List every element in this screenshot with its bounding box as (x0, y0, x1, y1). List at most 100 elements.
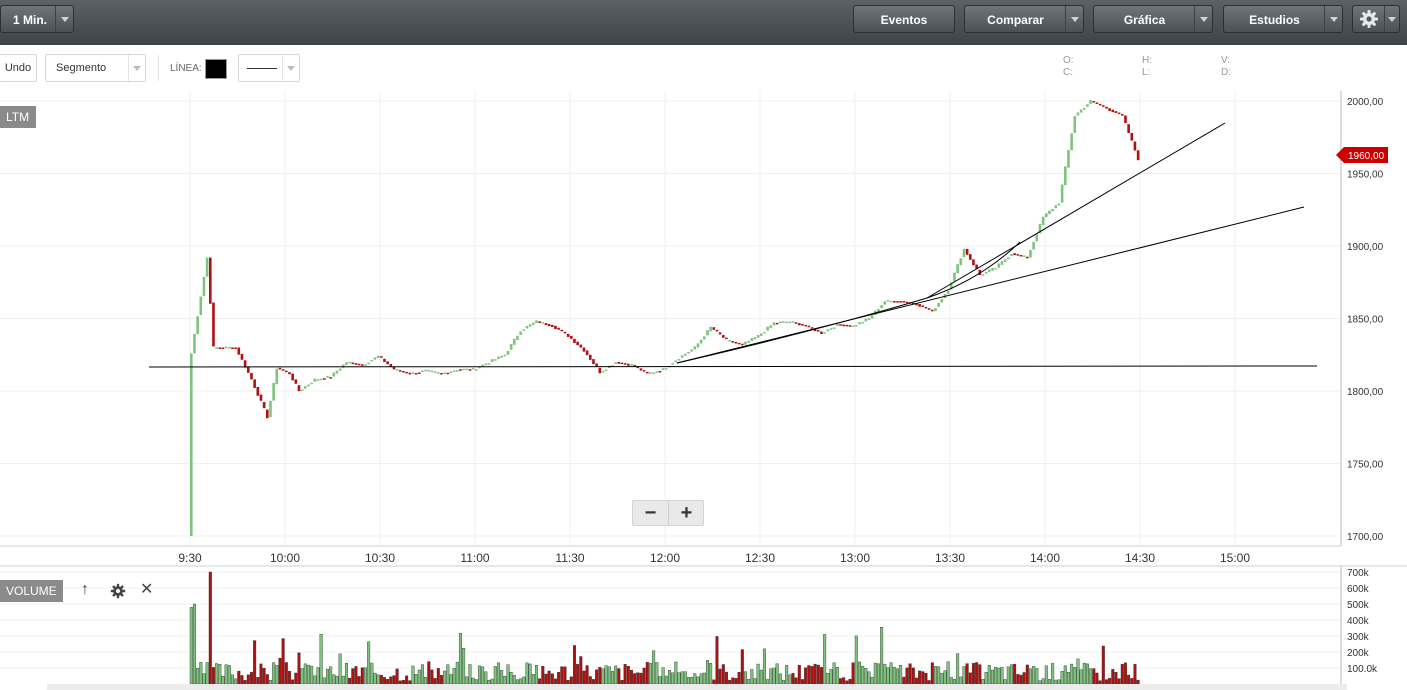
eventos-button[interactable]: Eventos (853, 5, 955, 33)
price-candle (256, 386, 260, 396)
price-candle (373, 357, 377, 360)
drawing-tool-caret[interactable] (128, 55, 145, 81)
volume-bar (880, 627, 884, 685)
trend-line-lower[interactable] (676, 206, 1305, 364)
price-candle (554, 325, 557, 330)
volume-bar (620, 679, 624, 685)
volume-bar (816, 664, 820, 685)
comparar-button[interactable]: Comparar (964, 5, 1084, 33)
volume-bar (287, 671, 291, 685)
volume-bar (921, 671, 925, 685)
volume-bar (740, 649, 744, 685)
time-axis: 9:30 10:00 10:30 11:00 11:30 12:00 12:30 13:00 1… (178, 551, 1250, 565)
close-icon[interactable]: ✕ (140, 581, 154, 598)
scrollbar-track[interactable] (47, 684, 1347, 690)
price-candle (965, 248, 969, 255)
volume-bar (648, 663, 652, 685)
volume-bar (800, 679, 804, 685)
price-candle (687, 351, 690, 354)
volume-bar (329, 666, 333, 685)
comparar-label: Comparar (987, 13, 1044, 27)
volume-bar (892, 667, 896, 685)
volume-grid (0, 571, 1341, 669)
price-candle (722, 335, 725, 338)
price-candle (1057, 203, 1061, 206)
undo-label: Undo (4, 62, 32, 74)
gear-icon[interactable] (110, 583, 126, 599)
volume-bar (864, 668, 868, 685)
price-candle (661, 368, 665, 371)
interval-dropdown-caret[interactable] (55, 6, 73, 32)
zoom-in-button[interactable]: + (680, 502, 693, 524)
price-candle (1108, 108, 1111, 111)
settings-dropdown-caret[interactable] (1384, 6, 1399, 32)
price-candle (1019, 254, 1023, 257)
volume-bar (671, 672, 675, 685)
volume-bar (199, 662, 203, 685)
price-panel-tag[interactable]: LTM (0, 106, 36, 128)
drawing-tool-select[interactable]: Segmento (45, 54, 146, 82)
zoom-out-button[interactable]: − (633, 501, 669, 525)
volume-bar (997, 667, 1001, 685)
price-candle (1092, 101, 1096, 103)
price-candle (547, 324, 551, 327)
price-candle (364, 364, 367, 366)
volume-bar (1108, 677, 1112, 685)
price-candle (851, 325, 855, 327)
volume-bar (604, 665, 608, 685)
undo-button[interactable]: Undo (0, 54, 37, 82)
volume-bar (889, 662, 893, 685)
volume-bar (262, 668, 266, 685)
settings-button[interactable] (1352, 5, 1400, 33)
volume-bar (392, 675, 396, 685)
volume-panel-tag[interactable]: VOLUME (0, 580, 63, 602)
volume-bar (284, 662, 288, 685)
line-color-swatch[interactable] (205, 59, 227, 79)
chart-canvas[interactable]: 2000,00 1950,00 1900,00 1850,00 1800,00 1750,… (0, 90, 1407, 690)
interval-button[interactable]: 1 Min. (0, 5, 74, 33)
trend-lines[interactable] (148, 122, 1318, 368)
estudios-dropdown-caret[interactable] (1324, 6, 1342, 32)
volume-bar (563, 666, 567, 685)
volume-bar (813, 663, 817, 685)
volume-bar (512, 675, 516, 685)
estudios-button[interactable]: Estudios (1223, 5, 1343, 33)
volume-bar (319, 634, 323, 685)
volume-bar (899, 664, 903, 685)
volume-bar (449, 674, 453, 685)
volume-bar (503, 675, 507, 685)
price-candle (614, 362, 617, 365)
trend-line-horizontal[interactable] (148, 365, 1318, 368)
price-candle (332, 372, 336, 377)
trend-line-curve[interactable] (676, 241, 1021, 364)
line-style-caret[interactable] (282, 55, 299, 81)
volume-bar (1076, 658, 1080, 685)
volume-bar (987, 664, 991, 685)
price-candle (190, 353, 193, 536)
price-candle (1013, 253, 1016, 256)
trend-line-upper[interactable] (926, 122, 1226, 299)
price-candle (953, 272, 956, 282)
comparar-dropdown-caret[interactable] (1065, 6, 1083, 32)
volume-bar (196, 667, 200, 685)
price-candle (544, 323, 548, 325)
ohlc-low: L: (1142, 67, 1151, 78)
price-candle (202, 276, 206, 296)
grafica-dropdown-caret[interactable] (1194, 6, 1212, 32)
price-candle (323, 378, 326, 380)
volume-bar (693, 673, 697, 685)
price-grid (0, 91, 1341, 546)
move-up-icon[interactable]: ↑ (81, 581, 89, 598)
volume-bar (667, 669, 671, 685)
grafica-button[interactable]: Gráfica (1093, 5, 1213, 33)
price-candle (506, 350, 510, 355)
volume-bar (579, 656, 583, 685)
line-style-select[interactable] (238, 54, 300, 82)
price-candle (566, 333, 570, 337)
volume-bar (933, 666, 937, 685)
volume-bar (297, 652, 301, 685)
price-candle (215, 347, 218, 349)
volume-bar (971, 663, 975, 685)
price-candle (839, 324, 842, 326)
volume-bar (838, 678, 842, 685)
